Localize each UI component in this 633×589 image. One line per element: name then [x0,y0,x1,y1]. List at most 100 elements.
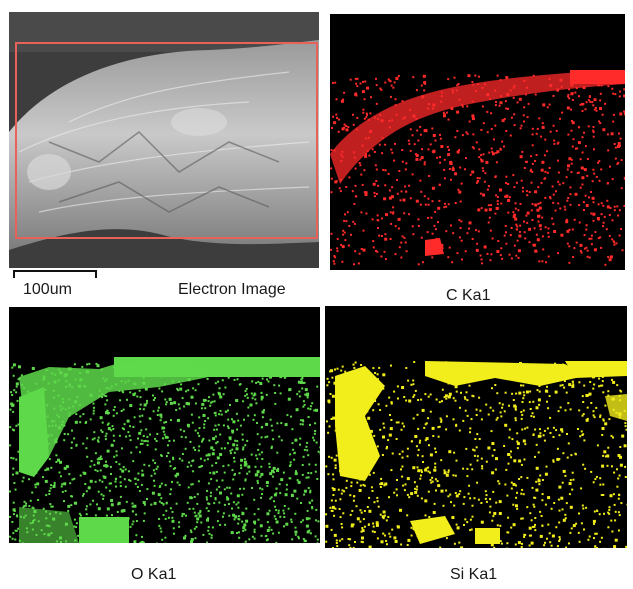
speckle-dot [199,457,202,460]
speckle-dot [419,532,422,535]
speckle-dot [388,396,391,399]
speckle-dot [251,535,254,538]
speckle-dot [257,518,260,521]
speckle-dot [228,436,232,440]
speckle-dot [568,245,571,248]
speckle-dot [234,516,237,519]
speckle-dot [181,453,184,455]
speckle-dot [459,166,462,169]
speckle-dot [141,469,144,472]
speckle-dot [205,454,208,457]
speckle-dot [530,415,533,418]
speckle-dot [226,425,229,428]
speckle-dot [243,458,246,461]
speckle-dot [78,384,81,388]
speckle-dot [451,261,454,264]
speckle-dot [31,528,34,531]
speckle-dot [504,225,507,227]
speckle-dot [282,471,285,474]
speckle-dot [315,508,318,511]
speckle-dot [548,103,551,106]
speckle-dot [507,199,511,202]
speckle-dot [602,454,605,457]
speckle-dot [534,160,537,162]
speckle-dot [400,543,403,546]
speckle-dot [241,511,244,514]
speckle-dot [619,446,622,448]
speckle-dot [341,260,344,263]
speckle-dot [523,106,526,109]
speckle-dot [541,160,545,164]
speckle-dot [12,467,15,470]
speckle-dot [103,475,107,479]
speckle-dot [579,103,582,106]
speckle-dot [459,227,462,229]
speckle-dot [341,245,345,249]
speckle-dot [382,510,386,514]
speckle-dot [394,540,398,543]
speckle-dot [166,363,169,366]
speckle-dot [159,375,162,378]
speckle-dot [80,522,83,525]
speckle-dot [549,130,552,133]
speckle-dot [47,524,50,527]
speckle-dot [607,511,610,514]
speckle-dot [350,233,352,236]
speckle-dot [236,440,239,443]
speckle-dot [388,79,391,82]
speckle-dot [345,479,348,482]
speckle-dot [258,364,262,368]
speckle-dot [44,425,47,428]
speckle-dot [63,482,67,486]
speckle-dot [567,133,570,136]
speckle-dot [260,451,263,454]
speckle-dot [219,433,222,436]
speckle-dot [211,464,214,467]
speckle-dot [480,520,484,524]
speckle-dot [372,182,376,186]
speckle-dot [416,485,419,488]
speckle-dot [330,191,333,194]
speckle-dot [560,428,564,432]
speckle-dot [366,382,369,385]
speckle-dot [367,387,370,390]
speckle-dot [164,383,167,386]
speckle-dot [243,463,247,467]
speckle-dot [375,102,378,105]
speckle-dot [576,172,579,174]
speckle-dot [334,81,337,84]
speckle-dot [454,378,456,381]
speckle-dot [403,489,406,492]
speckle-dot [40,391,43,393]
speckle-dot [274,518,277,520]
speckle-dot [388,532,391,535]
speckle-dot [102,475,105,478]
speckle-dot [612,493,615,496]
speckle-dot [373,195,376,198]
speckle-dot [121,447,123,450]
speckle-dot [445,537,448,540]
speckle-dot [419,474,422,477]
speckle-dot [347,244,350,247]
speckle-dot [458,541,461,544]
speckle-dot [497,240,500,242]
speckle-dot [531,486,534,489]
speckle-dot [206,378,209,380]
speckle-dot [623,204,625,207]
speckle-dot [558,540,561,542]
speckle-dot [142,381,146,385]
speckle-dot [441,528,444,531]
speckle-dot [591,101,594,104]
speckle-dot [453,76,456,79]
speckle-dot [243,460,247,464]
speckle-dot [359,478,362,481]
speckle-dot [391,186,394,189]
speckle-dot [237,506,240,509]
speckle-dot [460,546,464,548]
speckle-dot [332,260,335,263]
speckle-dot [372,240,375,243]
speckle-dot [481,105,484,108]
speckle-dot [530,168,533,171]
speckle-dot [263,409,265,412]
speckle-dot [452,474,455,477]
